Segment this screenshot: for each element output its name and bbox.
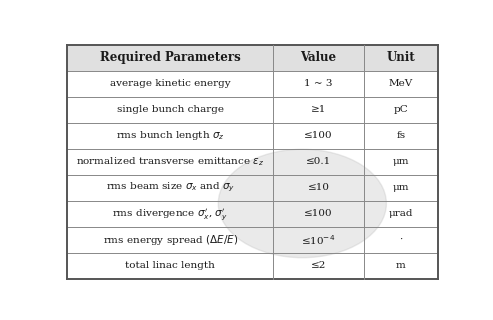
Text: Unit: Unit [387, 51, 415, 64]
Text: ≤100: ≤100 [304, 131, 333, 140]
Text: rms bunch length $\sigma_z$: rms bunch length $\sigma_z$ [116, 129, 224, 142]
Text: MeV: MeV [389, 79, 413, 88]
Text: single bunch charge: single bunch charge [117, 105, 224, 114]
Text: pC: pC [393, 105, 408, 114]
Text: 1 ~ 3: 1 ~ 3 [304, 79, 333, 88]
Circle shape [218, 149, 387, 258]
Text: ≤10$^{-4}$: ≤10$^{-4}$ [301, 233, 336, 246]
Text: rms beam size $\sigma_x$ and $\sigma_y$: rms beam size $\sigma_x$ and $\sigma_y$ [106, 181, 235, 194]
Text: ·: · [399, 235, 402, 244]
Text: normalized transverse emittance $\epsilon_z$: normalized transverse emittance $\epsilo… [76, 155, 264, 168]
Text: ≤10: ≤10 [308, 183, 329, 192]
Text: μm: μm [392, 183, 409, 192]
Text: fs: fs [396, 131, 405, 140]
Text: m: m [396, 261, 406, 270]
Text: ≤2: ≤2 [311, 261, 326, 270]
Text: μrad: μrad [388, 209, 413, 218]
Text: ≤100: ≤100 [304, 209, 333, 218]
Bar [68, 44, 438, 71]
Text: Required Parameters: Required Parameters [100, 51, 241, 64]
Text: total linac length: total linac length [125, 261, 215, 270]
Text: Value: Value [300, 51, 337, 64]
Text: rms energy spread $(\Delta E/E)$: rms energy spread $(\Delta E/E)$ [103, 233, 238, 247]
Text: rms divergence $\sigma_x'$, $\sigma_y'$: rms divergence $\sigma_x'$, $\sigma_y'$ [112, 206, 228, 222]
Text: ≤0.1: ≤0.1 [306, 157, 331, 166]
Text: μm: μm [392, 157, 409, 166]
Text: ≥1: ≥1 [311, 105, 326, 114]
Text: average kinetic energy: average kinetic energy [110, 79, 231, 88]
